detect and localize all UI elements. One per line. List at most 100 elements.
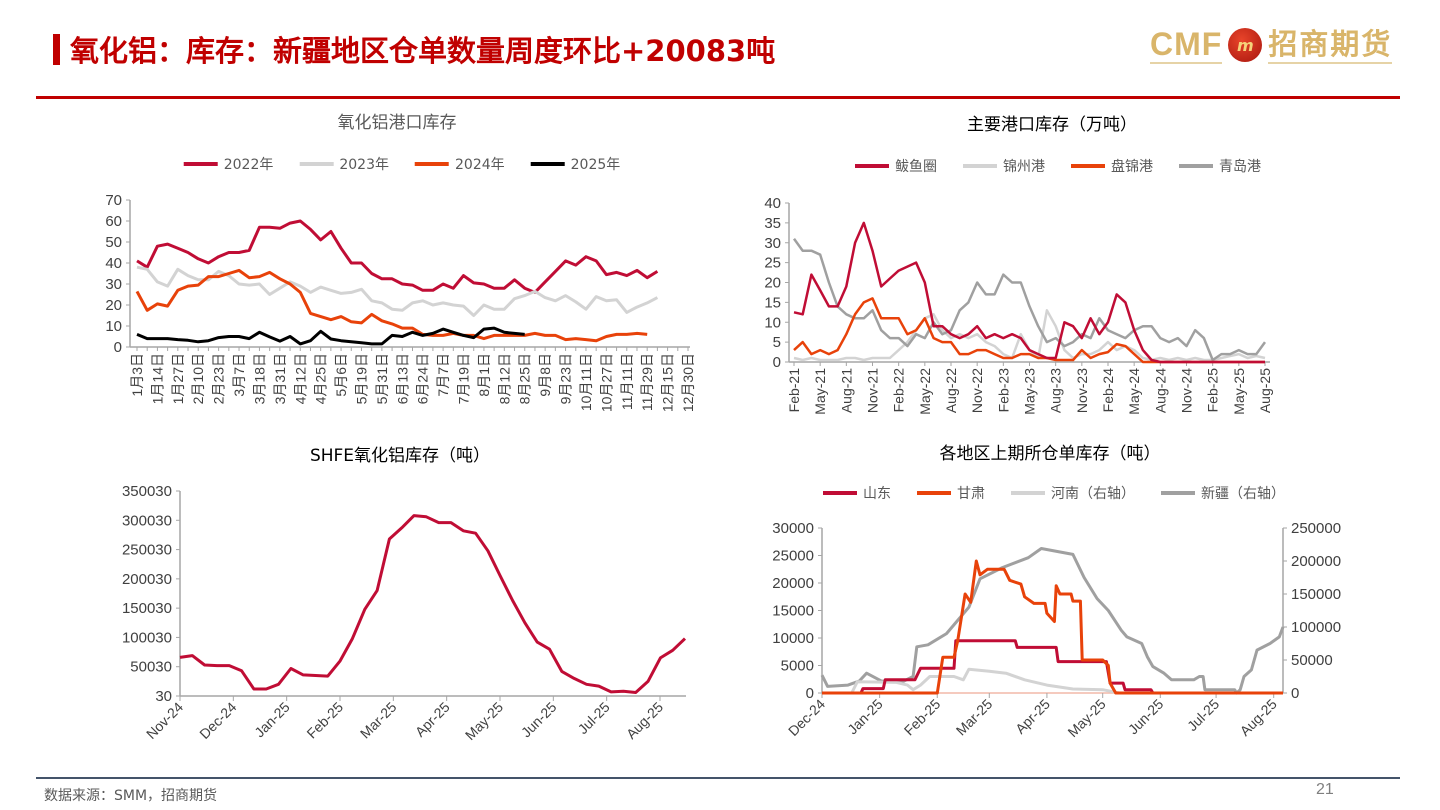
legend-swatch [963,164,997,168]
chart4-series-0 [822,639,1283,695]
legend-item: 2023年 [299,154,389,174]
chart4-y-left-tick-label: 0 [806,685,814,702]
logo-emblem-icon: m [1228,28,1263,62]
chart2-y-tick-label: 5 [773,334,781,351]
legend-swatch [1071,164,1105,168]
legend-swatch [1161,491,1195,495]
chart1-x-tick-label: 10月11日 [578,353,594,411]
chart1-x-tick-label: 10月27日 [598,353,614,412]
legend-label: 2025年 [570,157,621,173]
chart1-x-tick-label: 5月19日 [353,353,369,404]
chart3-x-tick-label: May-25 [462,699,506,743]
chart3-x-tick-label: Jan-25 [251,699,293,741]
legend-label: 甘肃 [957,486,985,502]
chart2-x-tick-label: Nov-21 [865,368,881,413]
chart4-y-left-tick-label: 30000 [772,520,814,537]
chart1-x-tick-label: 6月13日 [394,353,410,404]
chart3-x-tick-label: Feb-25 [303,699,346,742]
chart2-x-tick-label: May-21 [812,368,828,415]
logo-company-name: 招商期货 [1268,26,1393,64]
legend-swatch [823,491,857,495]
chart4-y-right-tick-label: 150000 [1291,586,1341,603]
legend-item: 2024年 [415,154,505,174]
chart3-x-tick-label: Dec-24 [196,699,239,742]
chart1-x-tick-label: 1月3日 [129,353,145,397]
chart1-y-tick-label: 70 [105,192,122,209]
legend-label: 盘锦港 [1111,159,1153,175]
chart2-x-tick-label: Aug-22 [943,368,959,413]
legend-label: 鲅鱼圈 [895,159,937,175]
chart2-title: 主要港口库存（万吨） [967,115,1137,135]
legend-swatch [299,162,334,166]
chart3-x-tick-label: Mar-25 [357,699,400,742]
legend-label: 锦州港 [1003,159,1045,175]
legend-label: 新疆（右轴） [1201,486,1285,502]
legend-item: 河南（右轴） [1011,483,1135,503]
chart3-y-tick-label: 30 [155,688,172,705]
chart2-y-tick-label: 10 [764,314,781,331]
chart2-x-tick-label: May-22 [917,368,933,415]
legend-item: 锦州港 [963,156,1045,176]
chart4-y-right-tick-label: 0 [1291,685,1299,702]
legend-label: 2024年 [455,157,505,173]
chart2-x-tick-label: May-23 [1022,368,1038,415]
chart3-y-tick-label: 300030 [122,512,172,529]
chart1-title: 氧化铝港口库存 [337,113,457,133]
chart2-x-tick-label: May-24 [1126,368,1142,415]
footer-divider [36,777,1400,779]
legend-item: 2022年 [183,154,273,174]
legend-swatch [1179,164,1213,168]
chart1-y-tick-label: 30 [105,276,122,293]
chart1-x-tick-label: 3月7日 [231,353,247,397]
chart2-y-tick-label: 15 [764,294,781,311]
chart4-legend: 山东 甘肃 河南（右轴） 新疆（右轴） [823,483,1285,503]
chart2-y-tick-label: 25 [764,255,781,272]
chart2-y-tick-label: 0 [773,354,781,371]
chart3-x-tick-label: Apr-25 [412,699,453,740]
chart1-x-tick-label: 5月6日 [333,353,349,397]
chart1-series-3 [136,326,525,346]
chart1-x-tick-label: 9月23日 [558,353,574,404]
chart2-x-tick-label: Feb-21 [786,368,802,413]
logo-cmf-text: CMF [1150,26,1223,64]
chart1-y-tick-label: 10 [105,318,122,335]
chart2-legend: 鲅鱼圈 锦州港 盘锦港 青岛港 [855,156,1261,176]
chart3-y-tick-label: 100030 [122,629,172,646]
chart1-x-tick-label: 12月15日 [660,353,676,412]
chart3-series-0 [179,514,687,694]
header-divider [36,96,1400,99]
chart3-x-tick-label: Aug-25 [623,699,666,742]
chart4-x-tick-label: Aug-25 [1237,696,1280,739]
chart1-x-tick-label: 5月31日 [374,353,390,404]
chart1-x-tick-label: 6月24日 [415,353,431,404]
chart1-x-tick-label: 7月7日 [435,353,451,397]
chart1-x-tick-label: 4月25日 [313,353,329,404]
chart2-x-tick-label: Feb-25 [1205,368,1221,413]
chart2-x-tick-label: May-25 [1231,368,1247,415]
chart3-y-tick-label: 350030 [122,483,172,500]
legend-swatch [415,162,449,166]
chart4-x-tick-label: Dec-24 [785,696,828,739]
chart2-x-tick-label: Aug-24 [1152,368,1168,413]
chart1-x-tick-label: 2月23日 [211,353,227,404]
legend-item: 新疆（右轴） [1161,483,1285,503]
legend-swatch [855,164,889,168]
chart4-y-left-tick-label: 5000 [781,658,814,675]
chart4-x-tick-label: Apr-25 [1012,696,1053,737]
chart2-x-tick-label: Nov-23 [1074,368,1090,413]
chart4-x-tick-label: Feb-25 [901,696,944,739]
chart1-y-tick-label: 60 [105,213,122,230]
legend-item: 甘肃 [917,483,985,503]
chart1-x-tick-label: 11月11日 [619,353,635,410]
legend-label: 山东 [863,486,891,502]
chart2-y-tick-label: 20 [764,275,781,292]
chart1-x-tick-label: 8月12日 [496,353,512,404]
chart3-y-tick-label: 50030 [130,659,172,676]
chart4-title: 各地区上期所仓单库存（吨） [939,444,1161,464]
chart1-x-tick-label: 1月14日 [149,353,165,404]
company-logo: CMF m 招商期货 [1150,26,1393,64]
legend-item: 青岛港 [1179,156,1261,176]
chart4-y-left-tick-label: 10000 [772,630,814,647]
chart1-x-tick-label: 8月1日 [476,353,492,397]
